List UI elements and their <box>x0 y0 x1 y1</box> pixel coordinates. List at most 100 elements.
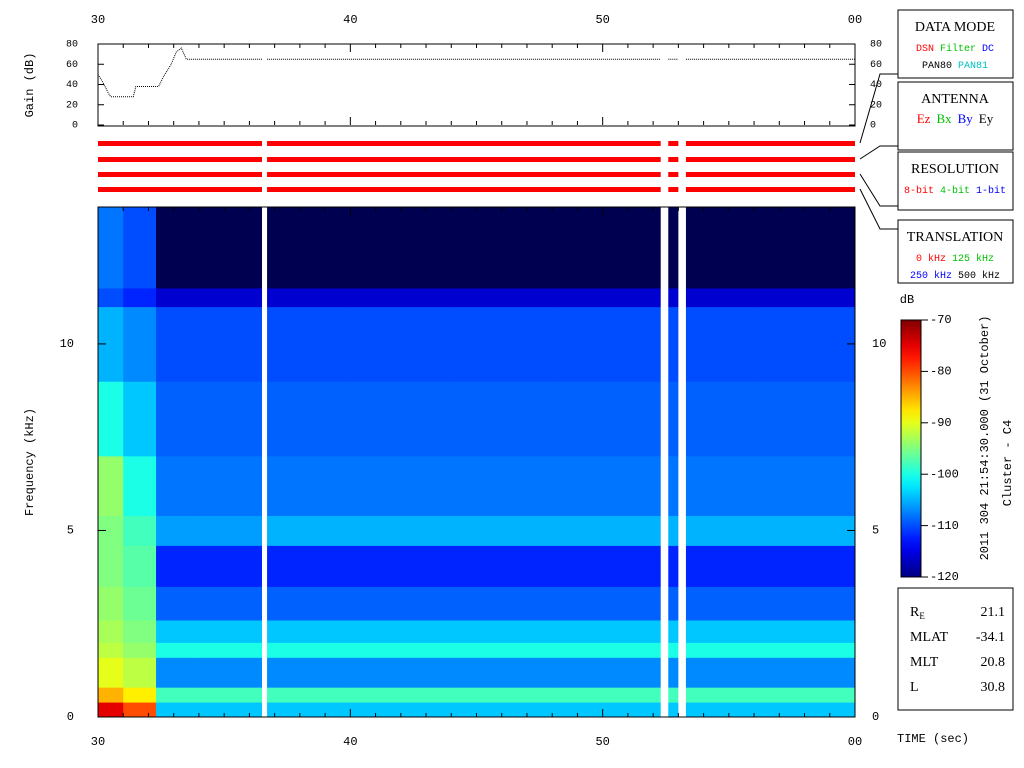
spectrogram-cell <box>156 586 200 621</box>
legend-item: DC <box>982 44 994 55</box>
legend-item: 8-bit <box>904 185 934 197</box>
spectrogram-cell <box>156 381 200 457</box>
spectrogram-cell <box>262 455 351 517</box>
legend-item: PAN80 <box>922 61 952 72</box>
spectrogram-cell <box>451 657 553 688</box>
ephemeris-label: MLAT <box>910 630 949 645</box>
spectrogram-cell <box>685 657 755 688</box>
spectrogram-cell <box>754 642 856 658</box>
spectrogram-cell <box>451 687 553 703</box>
ephemeris-value: -34.1 <box>976 630 1005 645</box>
spectrogram-cell <box>198 515 263 546</box>
spectrogram-cell <box>156 657 200 688</box>
x-tick-label-top: 00 <box>848 13 862 27</box>
spectrogram-cell <box>262 642 351 658</box>
spectrogram-cell <box>262 586 351 621</box>
spectrogram-cell <box>685 586 755 621</box>
spectrogram-cell <box>685 207 755 289</box>
spectrogram-cell <box>754 657 856 688</box>
spectrogram-cell <box>350 642 452 658</box>
gain-tick-label-right: 0 <box>870 121 876 132</box>
gain-tick-label: 20 <box>66 100 78 111</box>
spectrogram-cell <box>451 545 553 587</box>
spectrogram-cell <box>262 515 351 546</box>
spectrogram-cell <box>198 455 263 517</box>
spectrogram-cell <box>156 287 200 308</box>
spectrogram-cell <box>685 287 755 308</box>
panel-row: 0 kHz 125 kHz <box>916 253 994 265</box>
spectrogram-cell <box>451 619 553 643</box>
ephemeris-name: R <box>910 605 920 620</box>
spectrogram-cell <box>198 642 263 658</box>
spectrogram-cell <box>123 642 157 658</box>
spectrogram-cell <box>350 287 452 308</box>
spectrogram-cell <box>156 687 200 703</box>
colorbar-tick-label: -100 <box>930 467 959 481</box>
y-tick-label: 5 <box>67 524 74 538</box>
spectrogram-cell <box>98 455 124 517</box>
spectrogram-cell <box>262 619 351 643</box>
spectrogram-cell <box>98 586 124 621</box>
spectrogram-cell <box>156 515 200 546</box>
spectrogram-cell <box>123 306 157 382</box>
y-tick-label: 10 <box>60 337 74 351</box>
spectrogram-cell <box>98 657 124 688</box>
panel-row: Ez Bx By Ey <box>917 111 994 126</box>
spectrogram-cell <box>350 619 452 643</box>
colorbar-tick-label: -110 <box>930 519 959 533</box>
x-tick-label: 50 <box>595 735 609 749</box>
legend-item: DSN <box>916 44 934 55</box>
spectrogram-cell <box>685 702 755 718</box>
spectrogram-cell <box>262 657 351 688</box>
spectrogram-cell <box>262 306 351 382</box>
panel-row: 8-bit 4-bit 1-bit <box>904 185 1006 197</box>
y-tick-label: 0 <box>67 710 74 724</box>
date-label: 2011 304 21:54:30.000 (31 October) <box>978 316 992 561</box>
legend-item: 4-bit <box>940 185 970 197</box>
spectrogram-cell <box>685 619 755 643</box>
spectrogram-cell <box>685 515 755 546</box>
spectrogram-cell <box>262 545 351 587</box>
legend-item: 1-bit <box>976 185 1006 197</box>
spectrogram-cell <box>350 515 452 546</box>
ephemeris-label: RE <box>910 605 925 621</box>
spectrogram-cell <box>123 687 157 703</box>
gain-frame <box>97 43 856 127</box>
spectrogram-cell <box>123 586 157 621</box>
spectrogram-cell <box>451 287 553 308</box>
spectrogram-cell <box>98 545 124 587</box>
spectrogram-cell <box>98 381 124 457</box>
spectrogram-cell <box>156 306 200 382</box>
legend-item: Bx <box>936 111 952 126</box>
legend-item: PAN81 <box>958 61 988 72</box>
panel-box <box>897 219 1014 284</box>
spectrogram-cell <box>98 207 124 289</box>
spectrogram-cell <box>123 287 157 308</box>
spectrogram-cell <box>198 381 263 457</box>
spectrogram-cell <box>262 687 351 703</box>
gain-tick-label: 40 <box>66 80 78 91</box>
legend-item: 250 kHz <box>910 270 952 282</box>
spectrogram-cell <box>685 455 755 517</box>
panel-title: ANTENNA <box>921 92 990 107</box>
spectrogram-cell <box>156 619 200 643</box>
panel-title: DATA MODE <box>915 20 995 35</box>
panel-pointer <box>859 73 898 144</box>
spectrogram-cell <box>98 702 124 718</box>
spectrogram-cell <box>198 687 263 703</box>
spectrogram-cell <box>262 207 351 289</box>
spectrogram-cell <box>552 702 662 718</box>
spectrogram-cell <box>156 455 200 517</box>
data-gap <box>660 138 669 717</box>
spectrogram-cell <box>552 657 662 688</box>
x-tick-label: 00 <box>848 735 862 749</box>
status-bar <box>98 157 855 162</box>
spectrogram-cell <box>552 586 662 621</box>
panel-title: RESOLUTION <box>911 162 999 177</box>
frequency-axis-label: Frequency (kHz) <box>23 408 37 516</box>
spectrogram-cell <box>451 306 553 382</box>
x-tick-label-top: 30 <box>91 13 105 27</box>
spectrogram-cell <box>198 619 263 643</box>
data-gap <box>262 138 268 717</box>
spectrogram-cell <box>685 306 755 382</box>
